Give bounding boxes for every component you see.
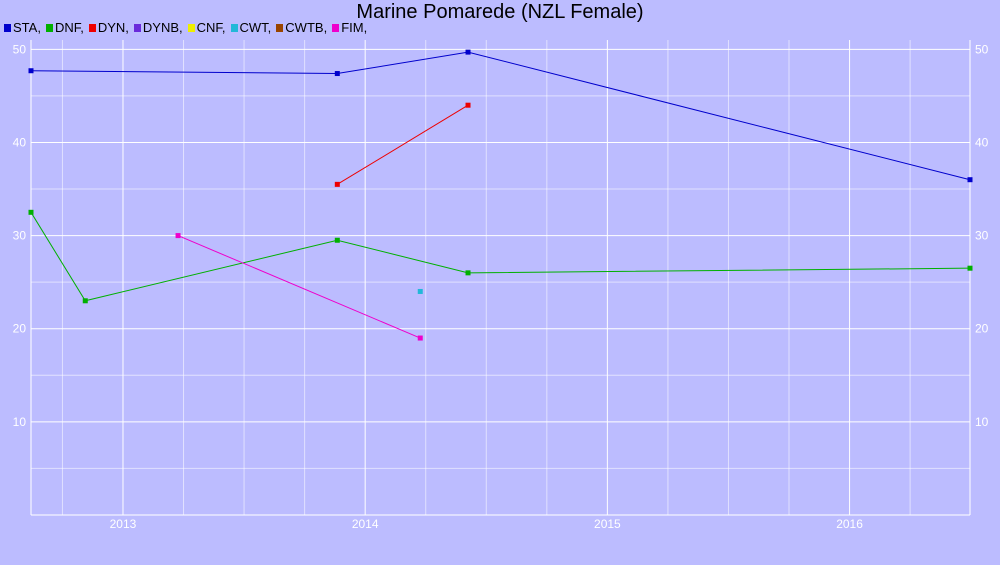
- y-tick-label-left: 40: [13, 135, 27, 149]
- chart-title: Marine Pomarede (NZL Female): [356, 1, 644, 23]
- series-line-fim: [177, 235, 421, 339]
- x-tick-label: 2016: [836, 517, 863, 531]
- data-point-sta: [465, 49, 471, 55]
- y-tick-label-left: 30: [13, 229, 27, 243]
- legend-item-dynb: DYNB,: [133, 20, 183, 35]
- axis-labels: 10 10 20 20 30 30 40 40 50 50 2013 2014 2015 2016: [13, 42, 989, 531]
- legend-swatch: [88, 24, 96, 32]
- legend-label: DNF,: [54, 20, 84, 35]
- legend-item-sta: STA,: [4, 20, 41, 35]
- y-tick-label-left: 50: [13, 42, 27, 56]
- legend-swatch: [332, 24, 340, 32]
- y-tick-label-right: 20: [975, 322, 989, 336]
- legend-label: DYN,: [97, 20, 129, 35]
- x-tick-label: 2015: [594, 517, 621, 531]
- y-tick-label-left: 20: [13, 322, 27, 336]
- x-tick-label: 2013: [110, 517, 137, 531]
- data-point-sta: [334, 71, 340, 77]
- legend-label: CWT,: [239, 20, 272, 35]
- data-point-dnf: [334, 237, 340, 243]
- data-point-sta: [967, 177, 973, 183]
- legend-label: CWTB,: [285, 20, 328, 35]
- legend-label: CNF,: [196, 20, 226, 35]
- data-point-dyn: [465, 102, 471, 108]
- legend-item-fim: FIM,: [332, 20, 367, 35]
- data-point-dnf: [82, 298, 88, 304]
- legend-item-cwtb: CWTB,: [276, 20, 327, 35]
- y-tick-label-right: 30: [975, 229, 989, 243]
- legend-swatch: [276, 24, 284, 32]
- legend: STA, DNF, DYN, DYNB, CNF, CWT, CWTB, FIM,: [4, 20, 372, 35]
- legend-item-dnf: DNF,: [45, 20, 84, 35]
- legend-swatch: [4, 24, 11, 32]
- legend-swatch: [187, 24, 195, 32]
- y-tick-label-right: 10: [975, 415, 989, 429]
- series-line-sta: [30, 51, 971, 181]
- y-tick-label-left: 10: [13, 415, 27, 429]
- data-point-sta: [28, 68, 34, 74]
- legend-swatch: [45, 24, 53, 32]
- legend-label: STA,: [13, 20, 41, 35]
- legend-item-cnf: CNF,: [187, 20, 226, 35]
- data-point-cwt: [417, 288, 423, 294]
- series-lines: [28, 49, 973, 341]
- legend-label: DYNB,: [142, 20, 183, 35]
- x-tick-label: 2014: [352, 517, 379, 531]
- y-tick-label-right: 40: [975, 135, 989, 149]
- series-line-dyn: [337, 104, 469, 185]
- legend-swatch: [230, 24, 238, 32]
- data-point-fim: [175, 233, 181, 239]
- data-point-dnf: [465, 270, 471, 276]
- legend-item-dyn: DYN,: [88, 20, 129, 35]
- legend-label: FIM,: [341, 20, 368, 35]
- legend-swatch: [133, 24, 141, 32]
- plot-area: [31, 40, 970, 515]
- data-point-fim: [417, 335, 423, 341]
- y-tick-label-right: 50: [975, 42, 989, 56]
- data-point-dnf: [967, 265, 973, 271]
- grid-lines: [30, 40, 971, 516]
- data-point-dyn: [334, 181, 340, 187]
- data-point-dnf: [28, 209, 34, 215]
- legend-item-cwt: CWT,: [230, 20, 272, 35]
